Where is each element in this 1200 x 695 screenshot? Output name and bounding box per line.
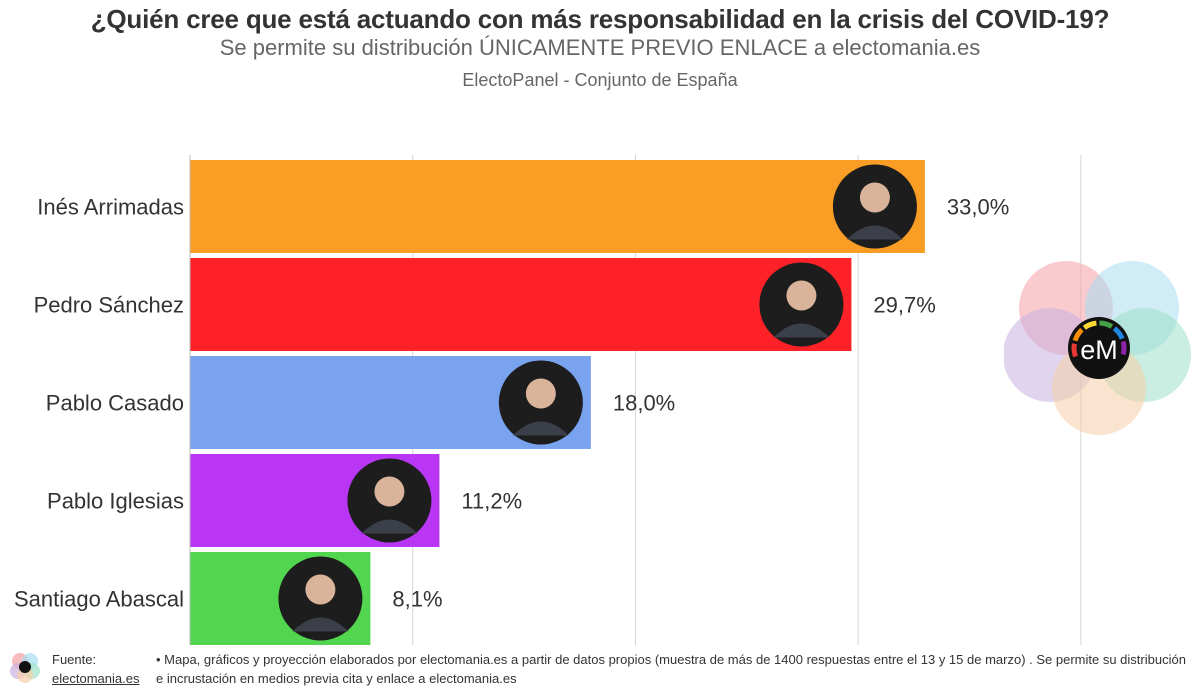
footer-note: • Mapa, gráficos y proyección elaborados… [156, 652, 1186, 686]
avatar-face-icon [859, 182, 890, 213]
electomania-small-logo-icon [10, 653, 40, 683]
logo-ring-segment [1072, 327, 1084, 342]
logo-ring-segment [1082, 320, 1097, 330]
chart-subtitle: Se permite su distribución ÚNICAMENTE PR… [219, 35, 981, 60]
electomania-logo-icon: eM [1004, 261, 1191, 435]
source-label: Fuente: [52, 652, 97, 667]
value-label: 11,2% [461, 489, 522, 514]
bar-chart: Inés Arrimadas 33,0% Pedro Sánchez 29,7% Pab… [14, 155, 1082, 645]
category-label: Pablo Iglesias [47, 489, 184, 514]
svg-text:eM: eM [1080, 335, 1118, 365]
category-label: Pablo Casado [46, 391, 184, 416]
chart-subtitle-source: ElectoPanel - Conjunto de España [462, 70, 738, 90]
source-link[interactable]: electomania.es [52, 671, 140, 686]
bar [190, 160, 925, 253]
footer: Fuente: electomania.es • Mapa, gráficos … [0, 648, 1200, 695]
avatar-shoulders-icon [361, 519, 418, 534]
value-label: 8,1% [392, 587, 442, 612]
avatar-face-icon [305, 574, 336, 605]
category-label: Inés Arrimadas [37, 195, 184, 220]
logo-ring-segment [1112, 326, 1125, 340]
value-label: 33,0% [947, 195, 1009, 220]
logo-ring-segment [1071, 343, 1078, 358]
avatar-shoulders-icon [512, 421, 569, 436]
avatar-shoulders-icon [292, 617, 349, 632]
logo-ring-segment [1120, 340, 1127, 356]
category-label: Pedro Sánchez [34, 293, 184, 318]
avatar-shoulders-icon [846, 225, 903, 240]
avatar-shoulders-icon [773, 323, 830, 338]
bar [190, 258, 852, 351]
avatar-face-icon [786, 280, 817, 311]
value-label: 18,0% [613, 391, 675, 416]
chart-title: ¿Quién cree que está actuando con más re… [90, 4, 1110, 34]
value-label: 29,7% [873, 293, 935, 318]
avatar-face-icon [374, 476, 405, 507]
category-label: Santiago Abascal [14, 587, 184, 612]
logo-ring-segment [1099, 320, 1114, 329]
avatar-face-icon [525, 378, 556, 409]
